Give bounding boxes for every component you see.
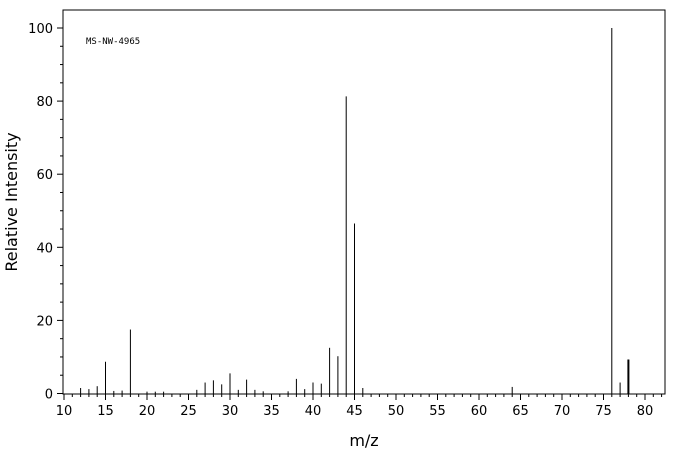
x-tick-label: 35: [263, 404, 280, 419]
x-tick-label: 45: [346, 404, 363, 419]
y-tick-label: 80: [36, 95, 53, 110]
y-tick-label: 0: [45, 388, 53, 403]
x-tick-label: 40: [305, 404, 322, 419]
x-tick-label: 30: [222, 404, 239, 419]
x-tick-label: 10: [56, 404, 73, 419]
x-tick-label: 55: [429, 404, 446, 419]
y-tick-label: 60: [36, 168, 53, 183]
x-tick-label: 25: [180, 404, 197, 419]
y-tick-label: 20: [36, 314, 53, 329]
x-tick-label: 20: [139, 404, 156, 419]
x-tick-label: 80: [637, 404, 654, 419]
x-tick-label: 65: [512, 404, 529, 419]
y-axis: 0 20 40 60 80 100: [28, 22, 63, 403]
x-tick-label: 50: [388, 404, 405, 419]
x-tick-label: 60: [471, 404, 488, 419]
x-axis-label: m/z: [349, 431, 378, 450]
y-axis-label: Relative Intensity: [2, 132, 21, 271]
x-tick-label: 75: [595, 404, 612, 419]
x-tick-label: 15: [97, 404, 114, 419]
y-tick-label: 40: [36, 241, 53, 256]
y-tick-label: 100: [28, 22, 53, 37]
peak-series: [80, 28, 630, 394]
plot-frame: [62, 9, 666, 395]
spectrum-id-annotation: MS-NW-4965: [86, 37, 140, 47]
x-tick-label: 70: [554, 404, 571, 419]
x-axis: 10 15 20 25 30 35 40 45 50 55 60 65 70 75 80: [56, 394, 663, 419]
